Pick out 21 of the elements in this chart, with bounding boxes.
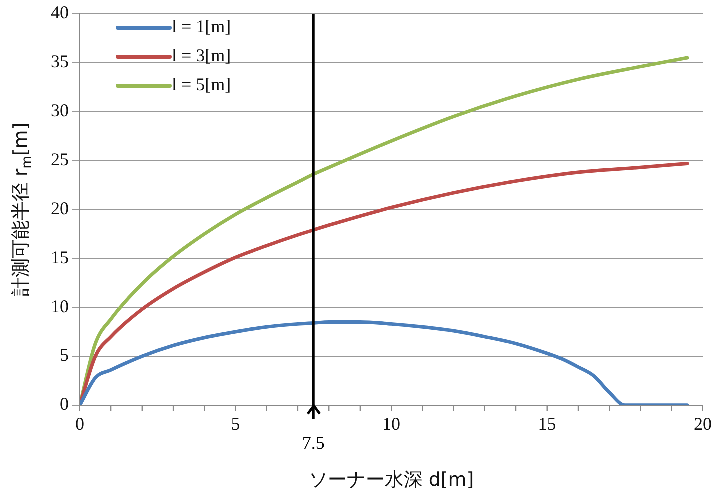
x-tick-label: 10 (382, 414, 400, 434)
legend-label: l = 5[m] (172, 74, 232, 95)
x-tick-label: 20 (694, 414, 712, 434)
y-tick-label: 0 (60, 394, 69, 414)
legend-label: l = 1[m] (172, 16, 232, 37)
line-series (80, 320, 690, 406)
y-tick-label: 35 (51, 52, 69, 72)
y-tick-label: 10 (51, 296, 69, 316)
legend-label: l = 3[m] (172, 46, 232, 66)
x-tick-label: 5 (231, 414, 240, 434)
x-axis-title: ソーナー水深 d[m] (308, 468, 474, 491)
y-tick-label: 20 (51, 198, 69, 218)
y-tick-label: 5 (60, 345, 69, 366)
x-tick-label: 15 (538, 414, 556, 434)
y-tick-label: 40 (51, 2, 69, 23)
y-axis-title: 計測可能半径 rm[m] (10, 122, 36, 297)
x-tick-label: 0 (76, 414, 84, 434)
ref-line-label: 7.5 (302, 433, 325, 454)
y-tick-label: 25 (51, 150, 69, 170)
y-tick-label: 30 (51, 100, 69, 121)
y-tick-label: 15 (51, 247, 69, 268)
